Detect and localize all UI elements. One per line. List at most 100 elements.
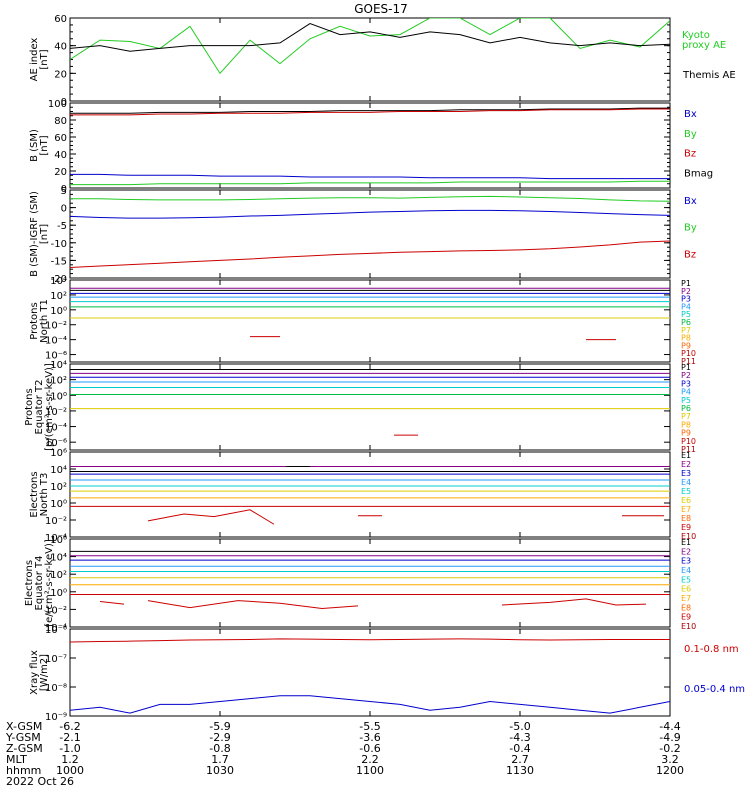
y-axis-label: Xray flux (29, 650, 40, 695)
legend-item: P3 (681, 379, 691, 388)
panel-frame (69, 451, 671, 538)
y-tick-label: 20 (54, 167, 67, 178)
legend-item: E9 (681, 613, 691, 622)
y-tick-label: 20 (54, 69, 67, 80)
legend-item: P7 (681, 326, 691, 335)
legend-item: Bmag (684, 168, 713, 179)
footer-value: -0.6 (359, 742, 380, 755)
legend-item: P5 (681, 310, 691, 319)
footer-value: -3.6 (359, 731, 380, 744)
y-tick-label: 10⁻⁶ (45, 351, 67, 362)
footer-value: 1130 (506, 764, 534, 777)
plot-area (70, 18, 670, 75)
legend-item: E2 (681, 547, 691, 556)
y-tick-label: 10² (50, 291, 67, 302)
footer-row-label: Z-GSM (6, 742, 43, 755)
panel-prot-e: 10⁴ 10² 10⁰ 10⁻² 10⁻⁴ 10⁻⁶ Protons Equator T2 [p… (24, 360, 696, 454)
y-axis-label: [W/m2] (39, 654, 50, 691)
legend-item: P11 (681, 445, 696, 454)
legend-item: E7 (681, 594, 691, 603)
y-axis-label: North T3 (39, 473, 50, 517)
legend-item: P6 (681, 404, 691, 413)
y-axis-label: [nT] (39, 224, 50, 244)
y-axis-label: Electrons (29, 471, 40, 517)
legend-item: E8 (681, 514, 691, 523)
panel-frame (69, 17, 671, 102)
legend-item: P8 (681, 420, 691, 429)
y-tick-label: 10² (50, 376, 67, 387)
legend-item: E6 (681, 585, 691, 594)
legend-item: P2 (681, 287, 691, 296)
footer-value: 2.7 (511, 753, 529, 766)
y-axis-label: B (SM)-IGRF (SM) (29, 191, 40, 277)
y-axis-label: Electrons (24, 560, 35, 606)
legend-item: P5 (681, 396, 691, 405)
footer-value: 1100 (356, 764, 384, 777)
series-line (70, 18, 670, 75)
legend-item: Themis AE (682, 70, 736, 81)
series-line (70, 108, 670, 116)
legend-item: By (684, 223, 697, 234)
legend-item: P10 (681, 437, 696, 446)
legend-item: P11 (681, 357, 696, 366)
series-line (70, 195, 670, 202)
partial-series-line (147, 509, 275, 525)
legend-item: E4 (681, 566, 691, 575)
legend-item: P1 (681, 279, 691, 288)
series-line (70, 173, 670, 180)
legend-item: P9 (681, 341, 691, 350)
series-line (70, 240, 670, 268)
y-axis-label: [nT] (39, 49, 50, 69)
footer-value: 1030 (206, 764, 234, 777)
y-axis-label: North T1 (39, 299, 50, 343)
footer-value: -4.9 (659, 731, 680, 744)
footer-value: -0.4 (509, 742, 530, 755)
series-line (70, 107, 670, 114)
legend-item: P3 (681, 295, 691, 304)
y-axis-label: Equator T2 (34, 380, 45, 435)
y-tick-label: 0 (61, 204, 67, 215)
plot-area (70, 465, 670, 525)
legend-item: P10 (681, 349, 696, 358)
plot-area (70, 550, 670, 610)
y-tick-label: 10⁴ (50, 360, 67, 371)
y-tick-label: 60 (54, 133, 67, 144)
panel-frame (69, 189, 671, 279)
footer-value: -5.0 (509, 720, 530, 733)
series-line (70, 695, 670, 714)
legend-item: 0.05-0.4 nm (684, 684, 745, 695)
legend-item: Bz (684, 249, 696, 260)
legend-item: proxy AE (682, 40, 726, 51)
y-tick-label: 10⁻⁸ (45, 683, 67, 694)
y-axis-label: B (SM) (29, 129, 40, 162)
legend-item: E1 (681, 538, 691, 547)
legend-item: E3 (681, 469, 691, 478)
series-line (70, 22, 670, 52)
legend-item: P4 (681, 388, 691, 397)
footer-value: 2.2 (361, 753, 379, 766)
y-tick-label: 40 (54, 150, 67, 161)
legend-item: E9 (681, 523, 691, 532)
legend-item: E6 (681, 496, 691, 505)
panel-frame (69, 538, 671, 628)
y-tick-label: 10⁴ (50, 553, 67, 564)
legend-item: E10 (681, 532, 696, 541)
y-tick-label: 10⁻² (45, 516, 67, 527)
y-axis-label: Equator T4 (34, 556, 45, 611)
legend-item: Bx (684, 109, 697, 120)
footer-value: 1.7 (211, 753, 229, 766)
footer-value: -1.0 (59, 742, 80, 755)
y-tick-label: 10⁻⁷ (45, 654, 67, 665)
legend-item: E4 (681, 478, 691, 487)
y-tick-label: 10⁻⁴ (45, 623, 67, 634)
y-tick-label: 10² (50, 570, 67, 581)
y-tick-label: 10⁰ (50, 306, 67, 317)
legend-item: Bz (684, 149, 696, 160)
y-tick-label: -10 (51, 239, 67, 250)
y-tick-label: 10⁻⁶ (45, 625, 67, 636)
panel-prot-n: 10⁴ 10² 10⁰ 10⁻² 10⁻⁴ 10⁻⁶ Protons North T1 P1P2… (29, 276, 696, 366)
